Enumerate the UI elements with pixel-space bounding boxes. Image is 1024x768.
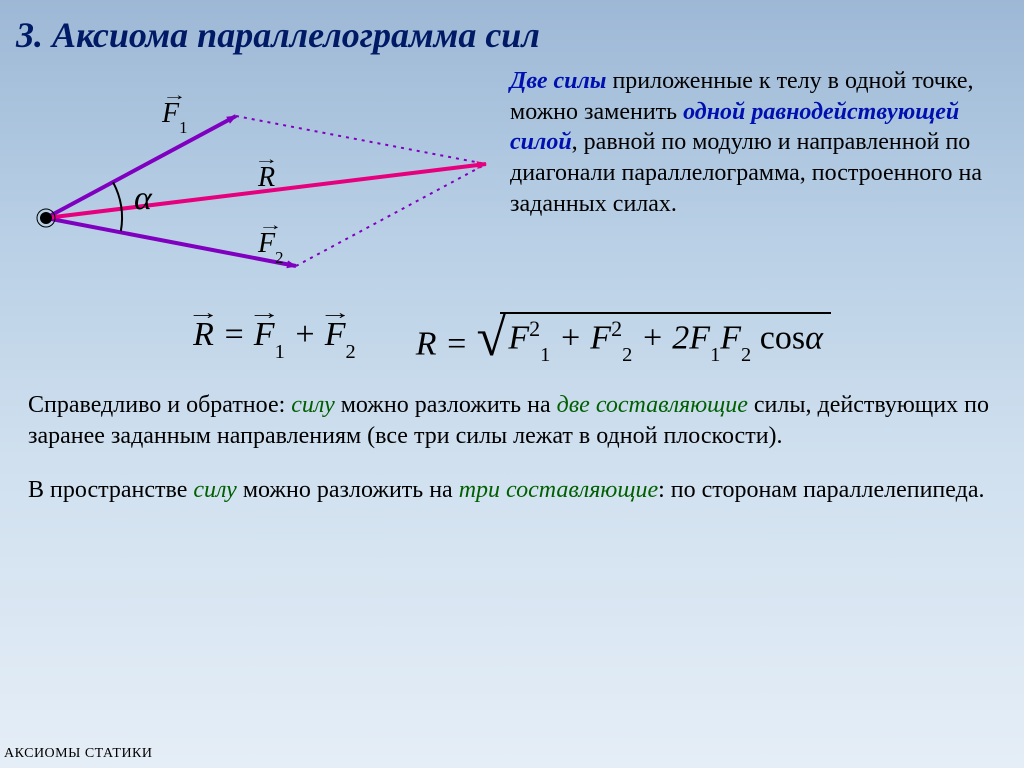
sqrt: √F21 + F22 + 2F1F2 cosα — [476, 312, 830, 362]
axiom-em1: Две силы — [510, 68, 606, 94]
vec-R: R — [193, 316, 214, 354]
formula-magnitude: R = √F21 + F22 + 2F1F2 cosα — [416, 312, 831, 364]
slide-title: 3. Аксиома параллелограмма сил — [0, 0, 1024, 66]
ms1b: 1 — [710, 344, 720, 366]
parallelogram-diagram: F1 F2 R α — [10, 66, 500, 306]
upper-row: F1 F2 R α Две силы приложенные к телу в … — [0, 66, 1024, 306]
sub-f1: 1 — [275, 341, 285, 363]
slide-footer: АКСИОМЫ СТАТИКИ — [4, 746, 153, 762]
paragraph-space: В пространстве силу можно разложить на т… — [0, 475, 1024, 529]
mplus2: + 2 — [632, 319, 689, 356]
formula-row: R = F1 + F2 R = √F21 + F22 + 2F1F2 cosα — [0, 312, 1024, 364]
ms1: 1 — [540, 344, 550, 366]
eq2: = — [437, 326, 477, 363]
label-f2: F2 — [258, 228, 284, 264]
p2t3: можно разложить на — [237, 477, 459, 503]
mF1: F — [508, 319, 529, 356]
mcos: cos — [751, 319, 805, 356]
ms2: 2 — [622, 344, 632, 366]
p1t2: силу — [291, 392, 334, 418]
mF2: F — [590, 319, 611, 356]
axiom-text: Две силы приложенные к телу в одной точк… — [510, 66, 1014, 306]
axiom-t4: , равной по модулю и направленной по диа… — [510, 129, 982, 216]
label-f1: F1 — [162, 98, 188, 134]
p2t5: : по сторонам параллелепипеда. — [658, 477, 984, 503]
p2: 2 — [611, 316, 622, 341]
vec-F2: F — [325, 316, 346, 354]
p1t3: можно разложить на — [335, 392, 557, 418]
formula-vector-sum: R = F1 + F2 — [193, 316, 356, 359]
label-r: R — [258, 162, 275, 194]
diagram-svg — [10, 66, 500, 306]
paragraph-inverse: Справедливо и обратное: силу можно разло… — [0, 390, 1024, 475]
mF1b: F — [689, 319, 710, 356]
p2t1: В пространстве — [28, 477, 193, 503]
sub-f2: 2 — [346, 341, 356, 363]
p1t4: две составляющие — [557, 392, 748, 418]
vec-F1: F — [254, 316, 275, 354]
label-alpha: α — [134, 180, 152, 218]
mF2b: F — [720, 319, 741, 356]
malpha: α — [805, 319, 823, 356]
p1t1: Справедливо и обратное: — [28, 392, 291, 418]
sqrt-body: F21 + F22 + 2F1F2 cosα — [500, 312, 831, 362]
mag-R: R — [416, 326, 437, 363]
p2t2: силу — [193, 477, 236, 503]
ms2b: 2 — [741, 344, 751, 366]
p2t4: три составляющие — [459, 477, 658, 503]
p1: 2 — [529, 316, 540, 341]
mplus1: + — [550, 319, 590, 356]
